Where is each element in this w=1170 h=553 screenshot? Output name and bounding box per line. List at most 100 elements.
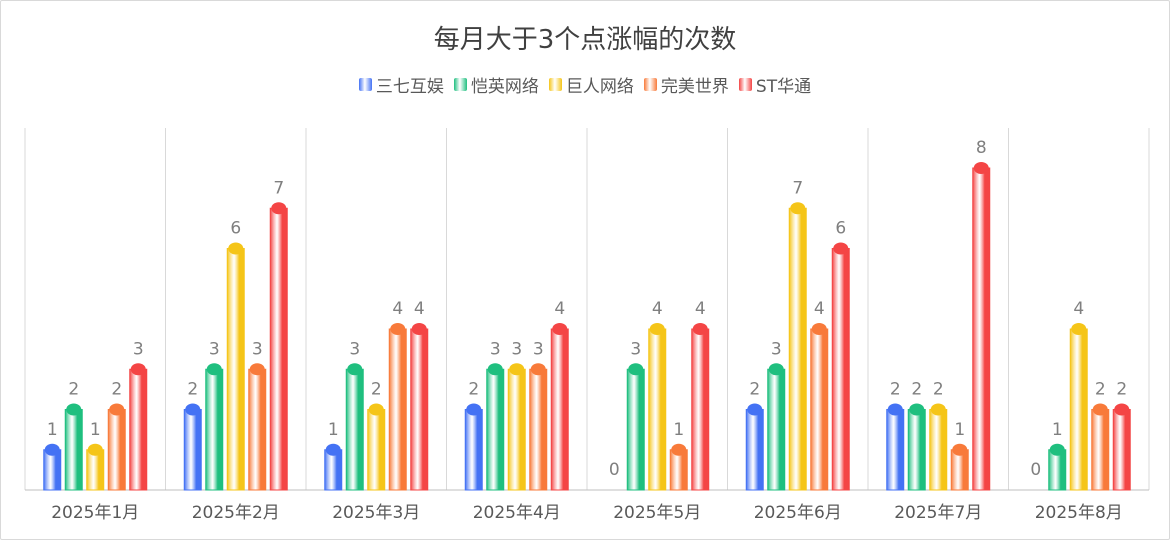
bar-cap [87,443,103,456]
bar-cap [747,403,763,416]
data-label: 3 [490,339,501,359]
bar[interactable] [767,368,786,491]
data-label: 2 [1116,380,1127,400]
bar[interactable] [1048,449,1067,491]
legend-item[interactable]: ST华通 [738,72,812,97]
data-label: 7 [273,178,284,198]
data-label: 1 [47,420,58,440]
bar-cap [1114,403,1130,416]
bar[interactable] [86,449,105,491]
bar-cap [530,363,546,376]
bar[interactable] [648,328,667,491]
bar[interactable] [345,368,364,491]
bar[interactable] [529,368,548,491]
data-label: 2 [933,380,944,400]
data-label: 2 [371,380,382,400]
bar[interactable] [669,449,688,491]
data-label: 0 [1030,460,1041,480]
bar[interactable] [324,449,343,491]
data-label: 3 [630,339,641,359]
bar-cap [833,242,849,255]
bar[interactable] [107,409,126,491]
data-label: 1 [673,420,684,440]
bar-cap [649,323,665,335]
data-label: 2 [911,380,922,400]
bar-cap [368,403,384,416]
bar[interactable] [745,409,764,491]
bar-cap [411,323,427,335]
bar[interactable] [226,248,245,491]
bar-cap [509,363,525,376]
bar[interactable] [129,368,148,491]
data-label: 4 [695,299,706,319]
bar[interactable] [929,409,948,491]
bar[interactable] [907,409,926,491]
bar-cap [930,403,946,416]
legend-swatch [358,78,372,91]
legend-item[interactable]: 完美世界 [643,72,729,97]
legend-swatch [548,78,562,91]
bar[interactable] [205,368,224,491]
bar[interactable] [248,368,267,491]
bar-cap [44,443,60,456]
data-label: 2 [1095,380,1106,400]
bar[interactable] [550,328,569,491]
x-tick-label: 2025年6月 [754,503,842,523]
data-label: 4 [1073,299,1084,319]
bar[interactable] [43,449,62,491]
data-label: 4 [652,299,663,319]
bar[interactable] [886,409,905,491]
x-tick-label: 2025年2月 [192,503,280,523]
bar[interactable] [950,449,969,491]
data-label: 2 [111,380,122,400]
bar[interactable] [367,409,386,491]
data-label: 2 [468,380,479,400]
legend-item[interactable]: 恺英网络 [453,72,539,97]
legend-label: ST华通 [755,77,812,97]
bar-cap [811,323,827,335]
legend-item[interactable]: 巨人网络 [548,72,634,97]
bar-cap [952,443,968,456]
data-label: 1 [954,420,965,440]
x-tick-label: 2025年1月 [51,503,139,523]
bar-cap [66,403,82,416]
bar[interactable] [388,328,407,491]
legend-item[interactable]: 三七互娱 [358,72,444,97]
bar-cap [466,403,482,416]
bar[interactable] [1112,409,1131,491]
data-label: 2 [68,380,79,400]
bar-cap [909,403,925,416]
bar[interactable] [626,368,645,491]
bar[interactable] [269,207,288,491]
bar[interactable] [1091,409,1110,491]
bar[interactable] [64,409,83,491]
data-label: 3 [133,339,144,359]
data-label: 1 [90,420,101,440]
bar[interactable] [507,368,526,491]
legend-label: 完美世界 [660,77,729,97]
bar[interactable] [183,409,202,491]
bar[interactable] [972,167,991,491]
data-label: 3 [252,339,263,359]
bar[interactable] [464,409,483,491]
chart-title: 每月大于3个点涨幅的次数 [433,25,737,55]
x-tick-label: 2025年4月 [473,503,561,523]
bar-cap [325,443,341,456]
bar[interactable] [810,328,829,491]
data-label: 0 [609,460,620,480]
bar[interactable] [831,248,850,491]
bar[interactable] [691,328,710,491]
legend-swatch [738,78,752,91]
bar[interactable] [788,207,807,491]
x-tick-label: 2025年7月 [894,503,982,523]
bar-cap [390,323,406,335]
data-label: 3 [209,339,220,359]
bar[interactable] [486,368,505,491]
data-label: 4 [814,299,825,319]
bar[interactable] [1069,328,1088,491]
data-label: 3 [511,339,522,359]
bar[interactable] [410,328,429,491]
bar-cap [671,443,687,456]
legend-label: 三七互娱 [375,77,444,97]
data-label: 7 [792,178,803,198]
